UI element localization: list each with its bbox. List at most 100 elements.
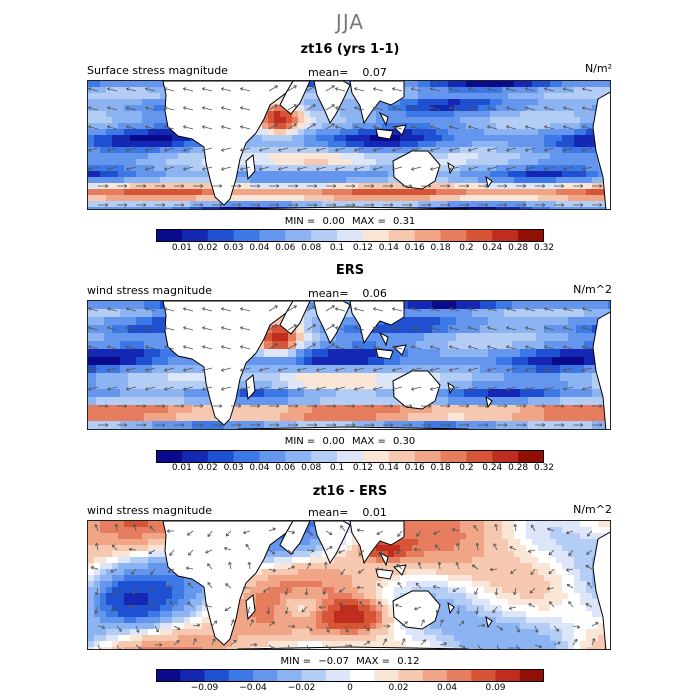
field-cell xyxy=(514,99,521,106)
field-cell xyxy=(448,141,455,148)
field-cell xyxy=(508,153,515,160)
field-cell xyxy=(160,569,167,576)
field-cell xyxy=(106,539,113,546)
field-cell xyxy=(580,159,587,166)
field-cell xyxy=(298,171,305,178)
field-cell xyxy=(472,195,479,202)
field-cell xyxy=(466,183,473,190)
field-cell xyxy=(216,429,224,430)
field-cell xyxy=(538,141,545,148)
field-cell xyxy=(584,381,593,390)
field-cell xyxy=(118,201,125,208)
field-cell xyxy=(336,373,345,382)
field-cell xyxy=(552,373,561,382)
wind-vector xyxy=(316,147,327,151)
field-cell xyxy=(478,527,485,534)
field-cell xyxy=(496,105,503,112)
field-cell xyxy=(502,207,509,209)
field-cell xyxy=(382,165,389,172)
wind-vector-head xyxy=(563,106,567,110)
colorbar-tick: 0.24 xyxy=(482,463,503,473)
field-cell xyxy=(112,413,121,422)
field-cell xyxy=(352,587,359,594)
field-cell xyxy=(144,389,153,398)
field-cell xyxy=(580,93,587,100)
field-cell xyxy=(574,99,581,106)
map-svg-3 xyxy=(88,521,610,649)
field-cell xyxy=(454,551,461,558)
field-cell xyxy=(448,189,455,196)
field-cell xyxy=(432,357,441,366)
field-cell xyxy=(286,117,293,124)
field-cell xyxy=(408,317,417,326)
wind-vector-head xyxy=(105,184,109,188)
field-cell xyxy=(272,429,280,430)
wind-vector-head xyxy=(162,404,166,408)
field-cell xyxy=(432,301,441,310)
field-cell xyxy=(112,183,119,190)
field-cell xyxy=(574,557,581,564)
field-cell xyxy=(466,201,473,208)
field-cell xyxy=(370,123,377,130)
field-cell xyxy=(112,527,119,534)
field-cell xyxy=(552,333,561,342)
wind-vector-head xyxy=(390,404,394,408)
field-cell xyxy=(484,153,491,160)
field-cell xyxy=(118,195,125,202)
field-cell xyxy=(466,153,473,160)
field-cell xyxy=(520,147,527,154)
field-cell xyxy=(304,563,311,570)
wind-vector-head xyxy=(487,167,491,171)
field-cell xyxy=(496,153,503,160)
wind-vector xyxy=(563,386,574,390)
field-cell xyxy=(142,563,149,570)
field-cell xyxy=(336,341,345,350)
wind-vector-head xyxy=(107,125,111,129)
field-cell xyxy=(322,569,329,576)
wind-vector-head xyxy=(373,326,377,330)
field-cell xyxy=(316,189,323,196)
field-cell xyxy=(142,569,149,576)
field-cell xyxy=(142,575,149,582)
field-cell xyxy=(358,159,365,166)
field-cell xyxy=(502,569,509,576)
field-cell xyxy=(400,587,407,594)
field-cell xyxy=(526,117,533,124)
field-cell xyxy=(202,189,209,196)
field-cell xyxy=(504,373,513,382)
field-cell xyxy=(454,183,461,190)
field-cell xyxy=(360,357,369,366)
wind-vector-head xyxy=(295,184,299,188)
wind-vector-head xyxy=(295,404,299,408)
field-cell xyxy=(454,569,461,576)
field-cell xyxy=(412,99,419,106)
wind-vector-head xyxy=(183,345,187,349)
field-cell xyxy=(454,533,461,540)
field-cell xyxy=(144,429,152,430)
field-cell xyxy=(456,381,465,390)
field-cell xyxy=(304,201,311,208)
field-cell xyxy=(88,309,97,318)
wind-vector xyxy=(449,126,460,130)
colorbar-bin xyxy=(388,229,416,242)
wind-vector-head xyxy=(354,125,358,129)
colorbar-bin xyxy=(492,450,519,463)
wind-vector-head xyxy=(409,423,413,427)
field-cell xyxy=(460,575,467,582)
field-cell xyxy=(490,171,497,178)
field-cell xyxy=(586,117,593,124)
wind-vector-head xyxy=(316,387,320,391)
field-cell xyxy=(526,545,533,552)
field-cell xyxy=(88,527,95,534)
field-cell xyxy=(490,183,497,190)
field-cell xyxy=(610,141,611,147)
field-cell xyxy=(200,413,209,422)
field-cell xyxy=(310,117,317,124)
field-cell xyxy=(544,153,551,160)
field-cell xyxy=(456,333,465,342)
field-cell xyxy=(264,421,273,429)
field-cell xyxy=(440,429,448,430)
field-cell xyxy=(148,159,155,166)
wind-vector xyxy=(582,386,593,390)
wind-vector xyxy=(202,126,213,130)
